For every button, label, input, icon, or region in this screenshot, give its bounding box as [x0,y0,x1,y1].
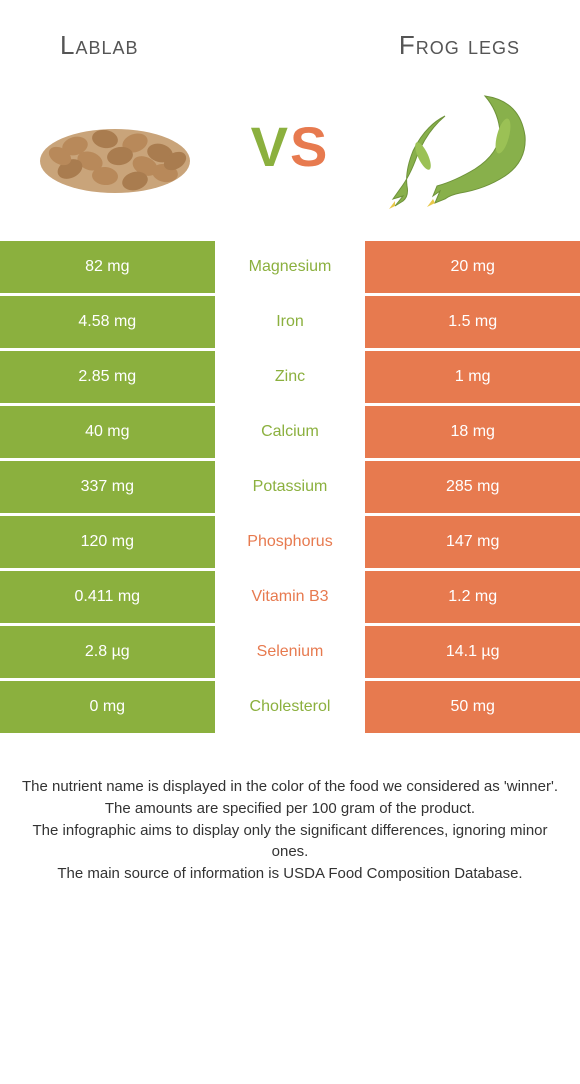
footer-notes: The nutrient name is displayed in the co… [0,736,580,905]
right-value: 147 mg [365,516,580,568]
right-food-title: Frog legs [399,30,520,61]
nutrient-label: Cholesterol [215,681,366,733]
right-value: 50 mg [365,681,580,733]
frog-legs-image [380,81,550,211]
frog-legs-icon [385,81,545,211]
nutrient-table: 82 mgMagnesium20 mg4.58 mgIron1.5 mg2.85… [0,241,580,736]
left-value: 0 mg [0,681,215,733]
footer-line: The nutrient name is displayed in the co… [20,776,560,798]
right-value: 14.1 µg [365,626,580,678]
right-value: 1.5 mg [365,296,580,348]
nutrient-label: Magnesium [215,241,366,293]
right-value: 18 mg [365,406,580,458]
nutrient-label: Phosphorus [215,516,366,568]
vs-label: VS [251,114,330,179]
nutrient-label: Zinc [215,351,366,403]
table-row: 2.8 µgSelenium14.1 µg [0,626,580,681]
right-value: 20 mg [365,241,580,293]
table-row: 40 mgCalcium18 mg [0,406,580,461]
nutrient-label: Vitamin B3 [215,571,366,623]
left-value: 120 mg [0,516,215,568]
left-value: 4.58 mg [0,296,215,348]
header: Lablab Frog legs [0,0,580,71]
right-value: 1.2 mg [365,571,580,623]
table-row: 120 mgPhosphorus147 mg [0,516,580,571]
footer-line: The main source of information is USDA F… [20,863,560,885]
table-row: 0 mgCholesterol50 mg [0,681,580,736]
right-value: 1 mg [365,351,580,403]
table-row: 4.58 mgIron1.5 mg [0,296,580,351]
table-row: 0.411 mgVitamin B31.2 mg [0,571,580,626]
nutrient-label: Iron [215,296,366,348]
nutrient-label: Selenium [215,626,366,678]
vs-v: V [251,115,290,178]
left-value: 82 mg [0,241,215,293]
images-row: VS [0,71,580,241]
left-value: 40 mg [0,406,215,458]
table-row: 2.85 mgZinc1 mg [0,351,580,406]
nutrient-label: Calcium [215,406,366,458]
left-food-title: Lablab [60,30,139,61]
table-row: 337 mgPotassium285 mg [0,461,580,516]
beans-icon [35,91,195,201]
footer-line: The infographic aims to display only the… [20,820,560,864]
left-value: 2.8 µg [0,626,215,678]
left-value: 2.85 mg [0,351,215,403]
nutrient-label: Potassium [215,461,366,513]
vs-s: S [290,115,329,178]
table-row: 82 mgMagnesium20 mg [0,241,580,296]
left-value: 337 mg [0,461,215,513]
footer-line: The amounts are specified per 100 gram o… [20,798,560,820]
right-value: 285 mg [365,461,580,513]
left-value: 0.411 mg [0,571,215,623]
lablab-image [30,81,200,211]
